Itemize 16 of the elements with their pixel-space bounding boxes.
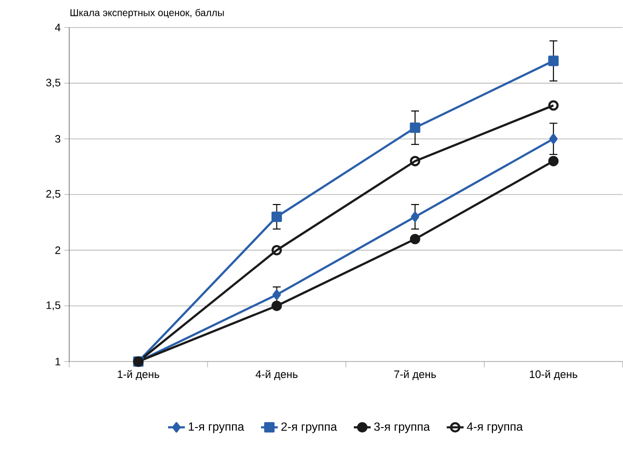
y-tick-label: 2,5 xyxy=(46,190,60,199)
y-tick-label: 4 xyxy=(55,24,60,32)
y-tick-label: 1 xyxy=(56,358,60,366)
y-tick-label: 2 xyxy=(55,246,60,254)
legend-label: 3-я группа xyxy=(374,422,430,433)
y-tick-label: 1,5 xyxy=(46,301,60,310)
x-tick-label: 10-й день xyxy=(530,370,578,380)
x-tick-label: 4-й день xyxy=(256,370,298,380)
x-tick-label: 1-й день xyxy=(118,370,160,380)
y-axis-title: Шкала экспертных оценок, баллы xyxy=(70,8,224,18)
x-tick-label: 7-й день xyxy=(394,370,436,380)
y-tick-label: 3,5 xyxy=(46,78,60,88)
legend-label: 4-я группа xyxy=(466,422,523,433)
y-tick-label: 3 xyxy=(55,134,60,142)
legend-label: 2-я группа xyxy=(281,422,338,433)
legend-label: 1-я группа xyxy=(188,422,244,433)
